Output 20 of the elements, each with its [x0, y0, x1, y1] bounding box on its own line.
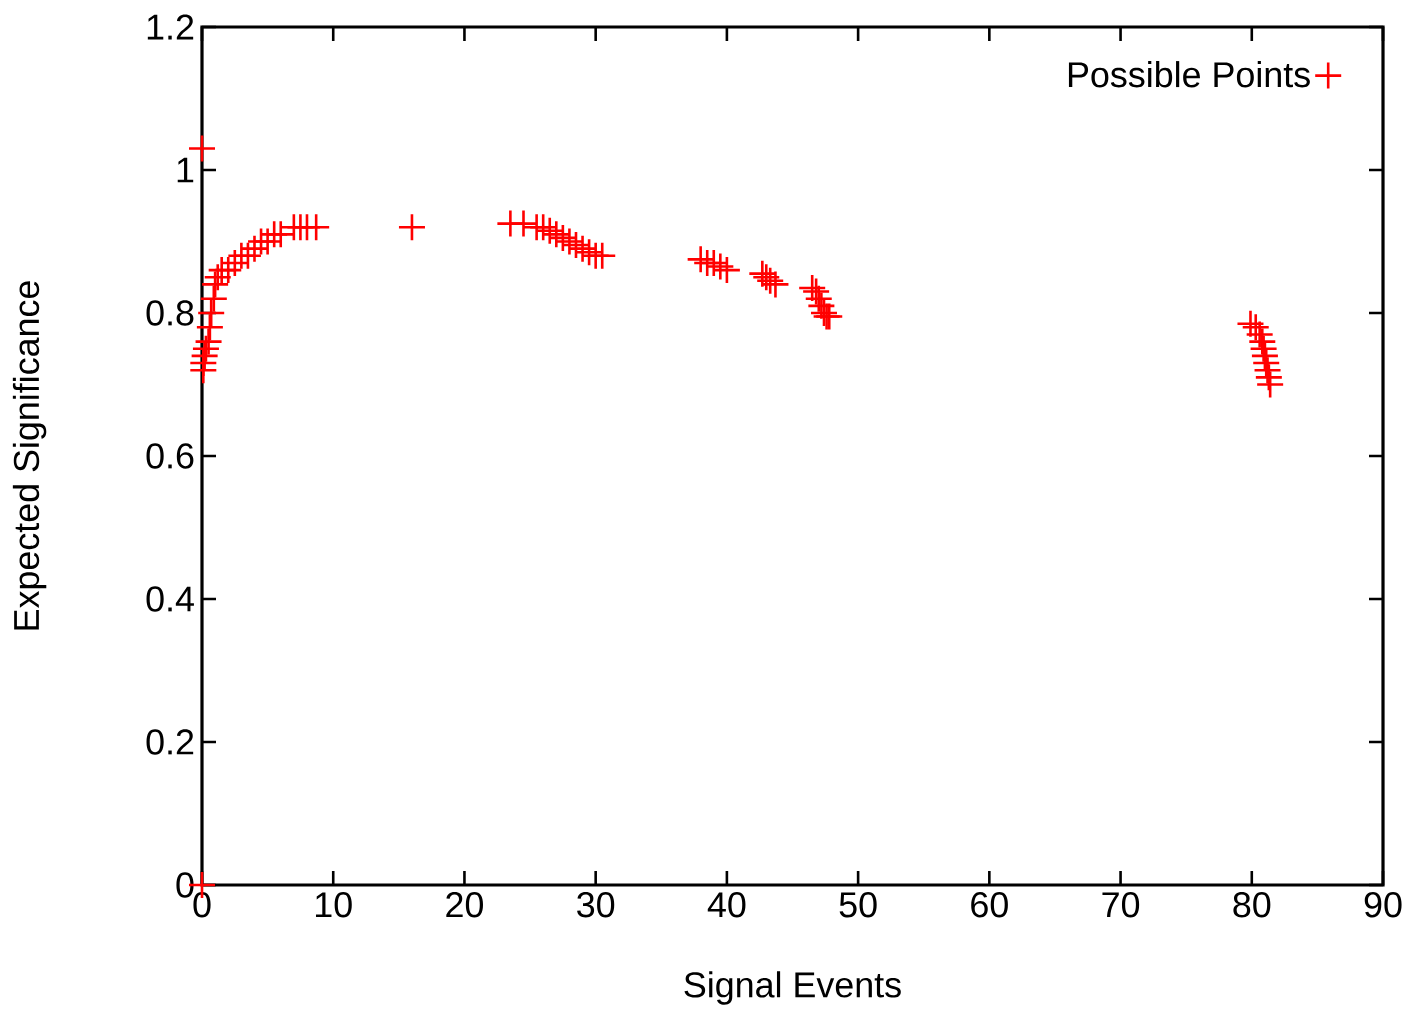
y-tick-label: 0 — [176, 872, 194, 898]
x-tick-label: 0 — [193, 892, 211, 918]
y-tick-label: 0.6 — [146, 443, 194, 469]
legend-label: Possible Points — [1068, 61, 1310, 88]
x-axis-title: Signal Events — [684, 971, 901, 1005]
x-tick-label: 20 — [446, 892, 483, 918]
x-tick-label: 80 — [1233, 892, 1271, 918]
x-tick-label: 70 — [1102, 892, 1140, 918]
x-tick-label: 60 — [971, 892, 1008, 918]
x-tick-label: 30 — [577, 892, 615, 918]
y-tick-label: 1.2 — [147, 14, 194, 40]
x-tick-label: 90 — [1364, 892, 1402, 918]
x-tick-label: 40 — [707, 892, 746, 918]
y-tick-label: 1 — [177, 157, 194, 183]
y-tick-label: 0.2 — [146, 729, 194, 755]
x-tick-label: 50 — [839, 892, 877, 918]
x-tick-label: 10 — [315, 892, 352, 918]
y-axis-title: Expected Significance — [12, 281, 47, 630]
y-tick-label: 0.8 — [146, 300, 194, 326]
y-tick-label: 0.4 — [146, 586, 194, 612]
